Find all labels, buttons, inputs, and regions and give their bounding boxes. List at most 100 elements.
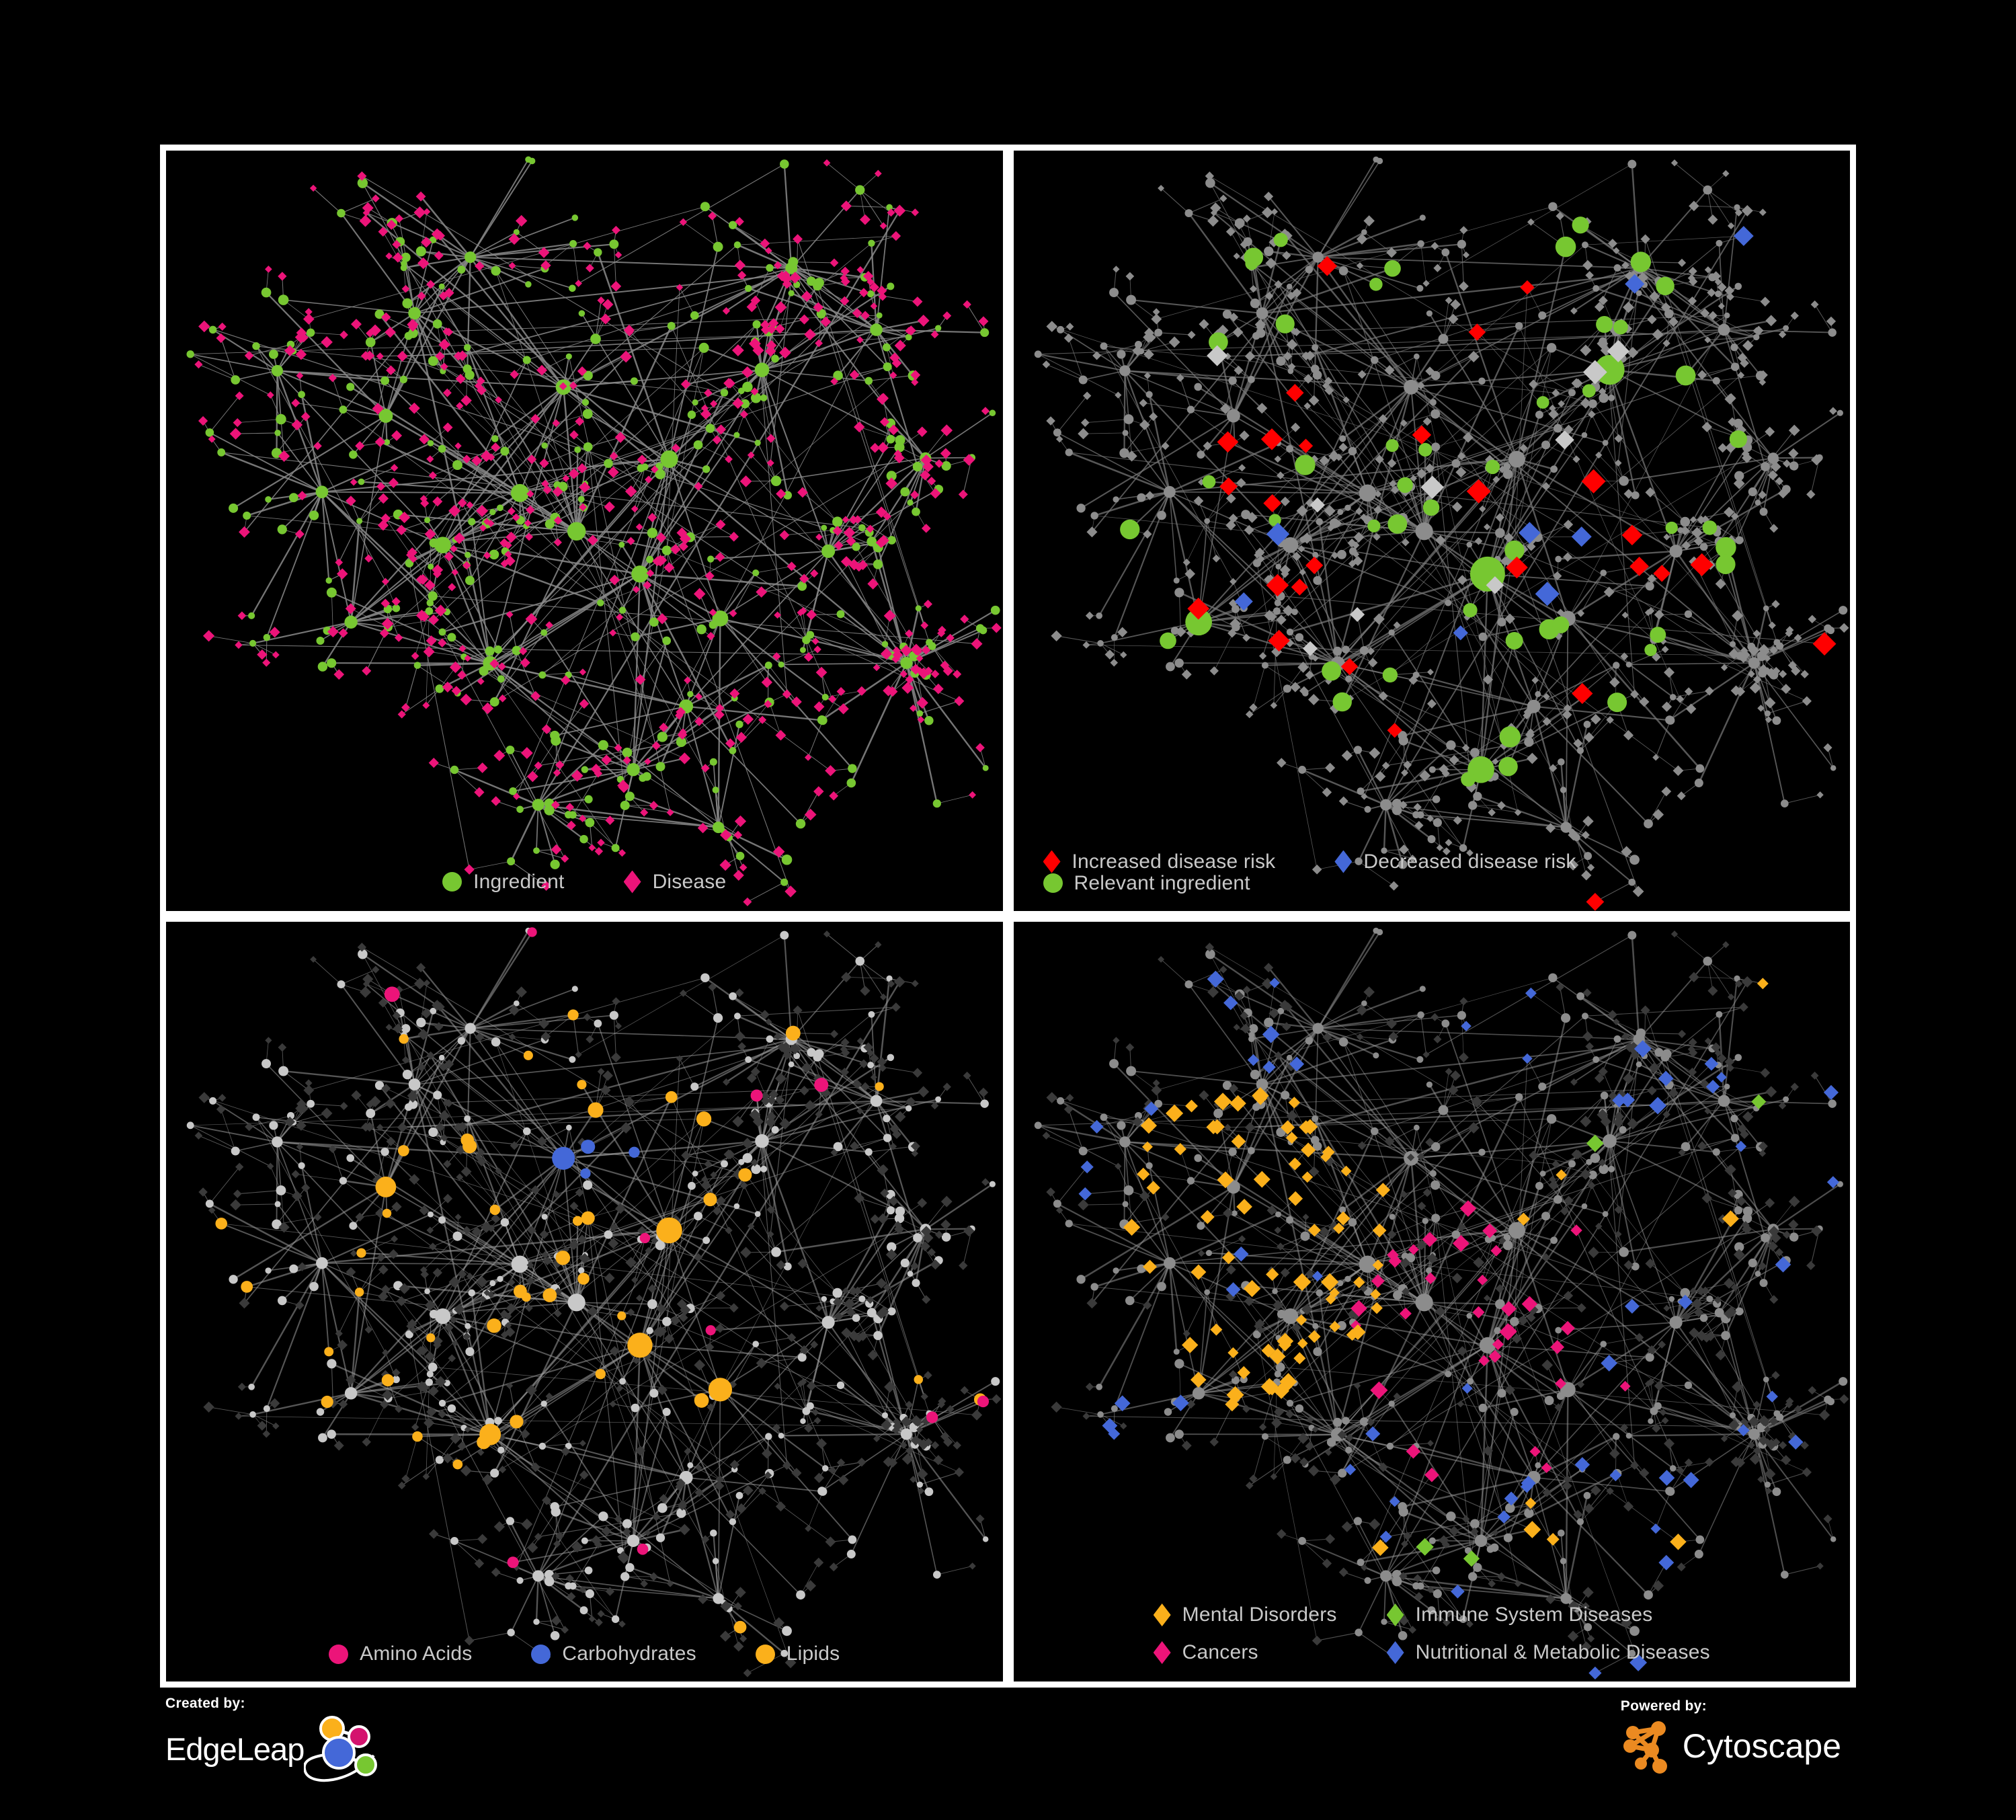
disease-node[interactable] — [1770, 461, 1781, 473]
disease-node[interactable] — [895, 1111, 906, 1122]
ingredient-node[interactable] — [579, 834, 588, 844]
disease-node[interactable] — [1677, 1562, 1686, 1571]
ingredient-node[interactable] — [912, 1278, 920, 1287]
disease-node[interactable] — [377, 520, 389, 531]
disease-node[interactable] — [1205, 171, 1214, 181]
ingredient-node[interactable] — [477, 1435, 491, 1449]
ingredient-node[interactable] — [506, 745, 515, 754]
disease-node[interactable] — [1227, 1347, 1239, 1358]
ingredient-node[interactable] — [977, 1395, 990, 1407]
disease-node[interactable] — [239, 526, 250, 538]
ingredient-node[interactable] — [1426, 310, 1433, 317]
disease-node[interactable] — [891, 231, 901, 241]
ingredient-node[interactable] — [485, 646, 495, 656]
disease-node[interactable] — [880, 1188, 889, 1197]
disease-node[interactable] — [362, 666, 372, 676]
ingredient-node[interactable] — [316, 1257, 328, 1269]
ingredient-node[interactable] — [397, 1144, 409, 1156]
disease-node[interactable] — [635, 523, 643, 531]
ingredient-node[interactable] — [231, 1146, 240, 1155]
ingredient-node[interactable] — [1205, 949, 1215, 959]
disease-node[interactable] — [856, 336, 864, 344]
disease-node[interactable] — [981, 407, 990, 416]
ingredient-node[interactable] — [1466, 1312, 1472, 1318]
disease-node[interactable] — [610, 1222, 618, 1231]
disease-node[interactable] — [1266, 612, 1277, 622]
disease-node[interactable] — [905, 1446, 914, 1455]
ingredient-node[interactable] — [1669, 1315, 1683, 1329]
disease-node[interactable] — [1793, 633, 1802, 642]
ingredient-node[interactable] — [307, 1099, 315, 1108]
ingredient-node[interactable] — [1772, 716, 1781, 725]
ingredient-node[interactable] — [694, 1392, 709, 1408]
ingredient-node[interactable] — [1367, 519, 1380, 532]
ingredient-node[interactable] — [1123, 414, 1133, 424]
disease-node[interactable] — [959, 1261, 968, 1270]
disease-node[interactable] — [791, 696, 802, 707]
ingredient-node[interactable] — [1312, 1322, 1318, 1329]
ingredient-node[interactable] — [426, 1370, 434, 1378]
ingredient-node[interactable] — [186, 1121, 194, 1129]
ingredient-node[interactable] — [1699, 543, 1707, 551]
disease-node[interactable] — [1646, 1085, 1657, 1095]
ingredient-node[interactable] — [365, 337, 376, 348]
ingredient-node[interactable] — [1056, 325, 1064, 333]
disease-node[interactable] — [476, 504, 489, 517]
ingredient-node[interactable] — [1164, 1407, 1172, 1416]
disease-node[interactable] — [670, 1315, 681, 1326]
disease-node[interactable] — [1146, 1180, 1160, 1195]
ingredient-node[interactable] — [833, 370, 843, 381]
disease-node[interactable] — [1640, 234, 1650, 244]
ingredient-node[interactable] — [1338, 1205, 1346, 1213]
disease-node[interactable] — [1322, 382, 1329, 389]
ingredient-node[interactable] — [1534, 1462, 1541, 1468]
disease-node[interactable] — [1426, 815, 1434, 822]
ingredient-node[interactable] — [627, 763, 640, 777]
ingredient-node[interactable] — [1631, 1262, 1640, 1271]
disease-node[interactable] — [765, 346, 776, 357]
disease-node[interactable] — [396, 1296, 407, 1306]
ingredient-node[interactable] — [637, 464, 645, 473]
ingredient-node[interactable] — [1730, 362, 1739, 371]
disease-node[interactable] — [1240, 1023, 1250, 1033]
ingredient-node[interactable] — [1418, 442, 1432, 457]
ingredient-node[interactable] — [594, 248, 602, 257]
disease-node[interactable] — [575, 416, 585, 426]
ingredient-node[interactable] — [1684, 610, 1692, 619]
ingredient-node[interactable] — [807, 1047, 816, 1057]
ingredient-node[interactable] — [1782, 1096, 1789, 1102]
disease-node[interactable] — [194, 360, 203, 369]
ingredient-node[interactable] — [1383, 260, 1401, 277]
ingredient-node[interactable] — [1509, 1316, 1519, 1326]
ingredient-node[interactable] — [708, 1377, 733, 1401]
disease-node[interactable] — [521, 1518, 533, 1530]
ingredient-node[interactable] — [1205, 1249, 1212, 1256]
ingredient-node[interactable] — [315, 485, 329, 499]
disease-node[interactable] — [458, 1269, 467, 1279]
disease-node[interactable] — [391, 1368, 401, 1377]
ingredient-node[interactable] — [620, 800, 630, 810]
ingredient-node[interactable] — [709, 621, 717, 629]
ingredient-node[interactable] — [1275, 356, 1285, 366]
disease-node[interactable] — [715, 1290, 726, 1300]
disease-node[interactable] — [1579, 344, 1591, 356]
disease-node[interactable] — [1045, 416, 1055, 426]
ingredient-node[interactable] — [349, 450, 358, 459]
ingredient-node[interactable] — [1553, 424, 1562, 433]
disease-node[interactable] — [350, 478, 358, 486]
ingredient-node[interactable] — [1271, 1288, 1278, 1294]
ingredient-node[interactable] — [905, 1105, 912, 1111]
disease-node[interactable] — [391, 430, 403, 441]
disease-node[interactable] — [579, 814, 587, 822]
disease-node[interactable] — [992, 1394, 1002, 1404]
disease-node[interactable] — [1587, 410, 1596, 419]
ingredient-node[interactable] — [1827, 328, 1837, 337]
ingredient-node[interactable] — [713, 241, 723, 252]
ingredient-node[interactable] — [1694, 779, 1703, 788]
ingredient-node[interactable] — [690, 1082, 699, 1091]
ingredient-node[interactable] — [1125, 294, 1136, 305]
disease-node[interactable] — [346, 496, 356, 506]
disease-node[interactable] — [1526, 752, 1538, 764]
ingredient-node[interactable] — [1505, 631, 1523, 649]
disease-node[interactable] — [877, 442, 889, 454]
